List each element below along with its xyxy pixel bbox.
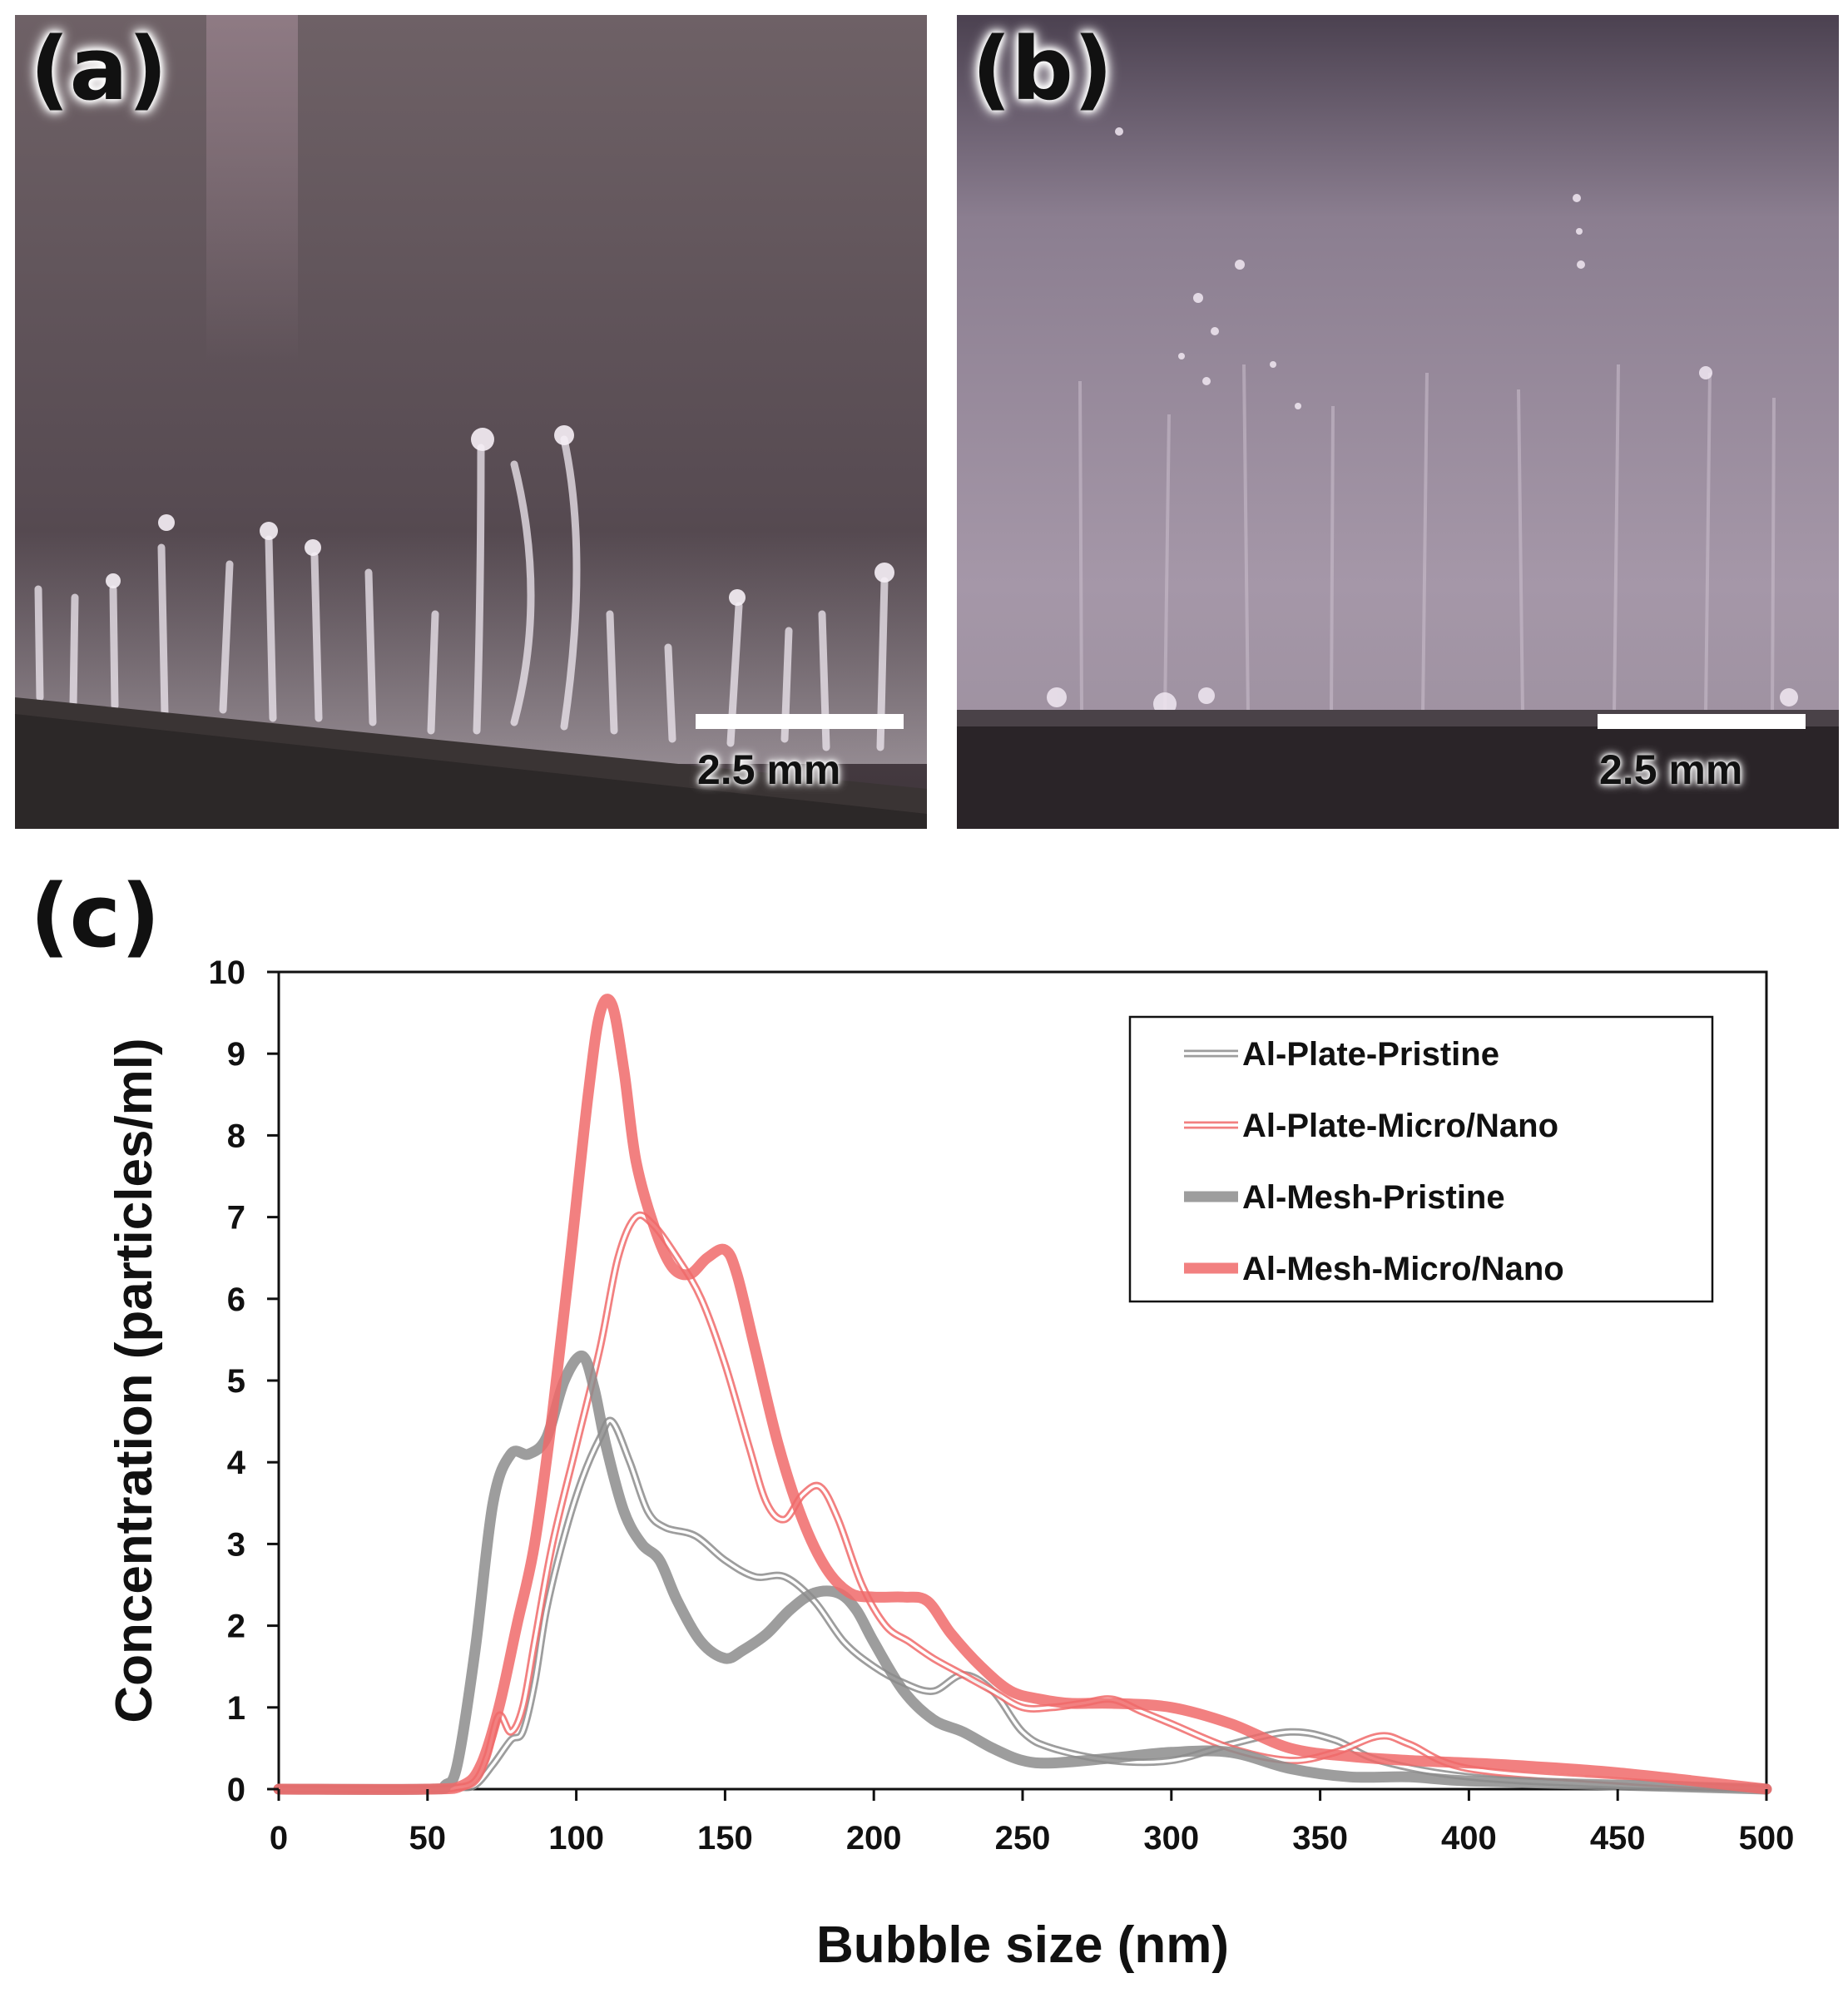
x-tick-label: 250 [995, 1820, 1051, 1857]
series-line [273, 1351, 1772, 1795]
bubble-photo-a [15, 15, 927, 829]
legend: Al-Plate-Pristine Al-Plate-Micro/Nano Al-M… [1128, 1015, 1714, 1303]
series-line [273, 994, 1772, 1795]
x-tick-label: 450 [1590, 1820, 1646, 1857]
x-tick-label: 0 [270, 1820, 288, 1857]
y-tick-label: 8 [227, 1118, 245, 1154]
photo-panel-a: (a) 2.5 mm [15, 15, 927, 829]
y-tick-label: 3 [227, 1526, 245, 1563]
x-tick-label: 400 [1441, 1820, 1497, 1857]
y-tick-label: 6 [227, 1282, 245, 1318]
x-tick-label: 150 [697, 1820, 753, 1857]
y-axis-title: Concentration (particles/ml) [106, 1038, 163, 1723]
series-layer [273, 994, 1772, 1795]
panel-b-label: (b) [972, 18, 1113, 120]
x-tick-label: 300 [1143, 1820, 1199, 1857]
tick-layer: 0 50 100 150 200 250 300 350 400 450 500 0 1 2 3 4 5 6 7 8 9… [209, 954, 1795, 1857]
scale-label-a: 2.5 mm [697, 746, 841, 793]
legend-label: Al-Mesh-Micro/Nano [1242, 1251, 1564, 1287]
y-tick-label: 9 [227, 1036, 245, 1073]
legend-label: Al-Plate-Pristine [1242, 1036, 1499, 1073]
series-al-mesh-pristine [273, 1351, 1772, 1795]
legend-label: Al-Mesh-Pristine [1242, 1179, 1505, 1216]
series-al-mesh-micro-nano [273, 994, 1772, 1795]
panel-a-label: (a) [30, 18, 168, 120]
x-tick-label: 350 [1292, 1820, 1348, 1857]
photo-panel-b: (b) 2.5 mm [957, 15, 1839, 829]
y-tick-label: 7 [227, 1200, 245, 1237]
y-tick-label: 2 [227, 1609, 245, 1645]
scale-bar-b [1598, 714, 1806, 729]
x-tick-label: 500 [1739, 1820, 1795, 1857]
x-tick-label: 100 [548, 1820, 604, 1857]
y-tick-label: 0 [227, 1772, 245, 1808]
y-tick-label: 10 [209, 954, 246, 991]
scale-label-b: 2.5 mm [1599, 746, 1743, 793]
series-line-inner [278, 1419, 1767, 1791]
x-tick-label: 200 [846, 1820, 902, 1857]
legend-box [1128, 1015, 1714, 1303]
x-tick-label: 50 [409, 1820, 447, 1857]
y-tick-label: 1 [227, 1690, 245, 1727]
y-tick-label: 5 [227, 1363, 245, 1400]
x-axis-title: Bubble size (nm) [816, 1916, 1229, 1974]
legend-label: Al-Plate-Micro/Nano [1242, 1108, 1558, 1144]
panel-c-label: (c) [30, 865, 161, 967]
bubble-photo-b [957, 15, 1839, 829]
series-al-plate-pristine [278, 1416, 1767, 1793]
bubble-size-chart: 0 50 100 150 200 250 300 350 400 450 500 0 1 2 3 4 5 6 7 8 9… [106, 954, 1795, 1974]
y-tick-label: 4 [227, 1445, 246, 1481]
scale-bar-a [696, 714, 904, 729]
